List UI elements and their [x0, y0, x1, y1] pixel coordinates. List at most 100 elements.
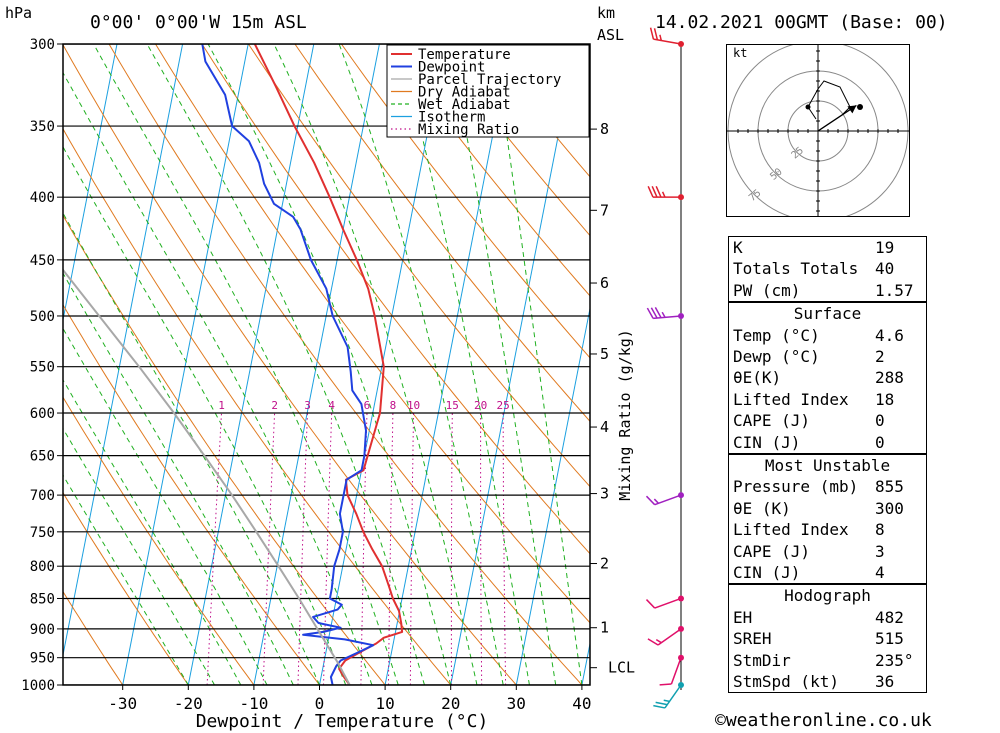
- mixing-ratio-line: [206, 412, 222, 685]
- isotherm-line: [319, 44, 446, 685]
- temperature-tick-label: 0: [315, 694, 325, 713]
- wind-barb-feather: [647, 638, 659, 646]
- hodograph-unit-label: kt: [733, 46, 748, 60]
- wind-barb-feather: [646, 307, 654, 319]
- temperature-line: [253, 44, 404, 685]
- legend-label: Isotherm: [418, 110, 485, 126]
- stats-row: SREH 515: [729, 628, 927, 649]
- stat-label: EH: [733, 607, 753, 627]
- stat-value: 2: [875, 347, 885, 366]
- isotherm-line: [63, 44, 184, 658]
- height-tick-label: 8: [600, 120, 609, 138]
- wet-adiabat-line: [397, 44, 530, 685]
- stat-label: Pressure (mb): [733, 477, 859, 497]
- mixing-ratio-line: [502, 413, 507, 685]
- asl-unit-label: ASL: [597, 26, 625, 44]
- x-axis-label: Dewpoint / Temperature (°C): [196, 711, 489, 732]
- stats-section-table: Most Unstable Pressure (mb) 855 θE (K) 300 Li…: [728, 454, 927, 585]
- wind-barbs: [645, 27, 684, 709]
- stats-row: CAPE (J) 0: [729, 410, 927, 431]
- dry-adiabat-line: [387, 44, 590, 297]
- wind-barb-feather: [650, 307, 658, 319]
- stat-value: 40: [875, 259, 895, 279]
- pressure-tick-label: 700: [30, 488, 55, 504]
- isotherm-line: [384, 44, 512, 685]
- height-tick-label: 3: [600, 485, 609, 503]
- stat-value: 235°: [875, 650, 914, 670]
- stats-row: StmDir 235°: [729, 650, 927, 671]
- temperature-tick-label: 30: [507, 694, 526, 713]
- stat-label: Dewp (°C): [733, 347, 820, 366]
- legend-label: Parcel Trajectory: [418, 72, 561, 88]
- pressure-tick-label: 500: [30, 309, 55, 325]
- temperature-tick-label: 20: [441, 694, 460, 713]
- pressure-tick-label: 750: [30, 525, 55, 541]
- stat-value: 0: [875, 411, 885, 431]
- pressure-tick-label: 1000: [21, 678, 55, 694]
- stat-value: 288: [875, 368, 904, 388]
- plot-frame: [62, 43, 591, 686]
- temperature-tick-label: 40: [572, 694, 591, 713]
- isotherm-line: [253, 44, 380, 685]
- legend-label: Temperature: [418, 47, 511, 63]
- temperature-tick-label: -10: [239, 694, 268, 713]
- wind-barb-shaft: [654, 597, 682, 609]
- mixing-ratio-line: [323, 412, 333, 685]
- dry-adiabat-line: [63, 214, 386, 685]
- stat-label: CIN (J): [733, 563, 801, 583]
- isotherm-line: [581, 641, 590, 685]
- isotherm-line: [187, 44, 315, 685]
- wind-barb-shaft: [654, 494, 682, 506]
- wind-barb-shaft: [653, 38, 682, 45]
- mixing-ratio-line: [297, 412, 308, 685]
- stat-label: Lifted Index: [733, 520, 849, 540]
- mixing-ratio-label: 3: [304, 399, 311, 412]
- stat-value: 4: [875, 563, 885, 583]
- section-title: Hodograph: [784, 586, 871, 606]
- pressure-tick-label: 800: [30, 559, 55, 575]
- mixing-ratio-label: 4: [328, 399, 335, 412]
- stats-row: StmSpd (kt) 36: [729, 671, 927, 693]
- indices-table: K 19 Totals Totals 40 PW (cm) 1.57: [728, 236, 927, 303]
- stat-value: 1.57: [875, 280, 914, 300]
- isotherm-line: [122, 44, 249, 685]
- temperature-tick-label: -20: [174, 694, 203, 713]
- stats-row: EH 482: [729, 607, 927, 628]
- wind-barb-feather: [659, 683, 672, 686]
- wind-barb-shaft: [653, 315, 682, 320]
- mixing-ratio-label: 2: [271, 399, 278, 412]
- wind-barb-feather: [645, 495, 656, 506]
- dry-adiabat-line: [340, 44, 590, 359]
- legend-label: Dry Adiabat: [418, 85, 511, 101]
- mixing-ratio-line: [480, 413, 483, 685]
- pressure-tick-label: 400: [30, 190, 55, 206]
- wind-barb-feather: [653, 28, 659, 41]
- wet-adiabat-line: [63, 272, 294, 685]
- stats-row: CIN (J) 4: [729, 562, 927, 584]
- stats-row: Temp (°C) 4.6: [729, 325, 927, 346]
- stats-row: Lifted Index 18: [729, 389, 927, 410]
- stat-label: Lifted Index: [733, 389, 849, 409]
- stat-value: 19: [875, 238, 895, 257]
- stats-row: CAPE (J) 3: [729, 541, 927, 562]
- stat-value: 482: [875, 607, 904, 627]
- stats-section-header: Most Unstable: [729, 455, 927, 477]
- stat-value: 0: [875, 432, 885, 452]
- mixing-ratio-line: [409, 412, 415, 685]
- dry-adiabat-line: [63, 590, 124, 685]
- legend-label: Wet Adiabat: [418, 97, 511, 113]
- mixing-ratio-label: 1: [218, 399, 225, 412]
- temperature-tick-label: 10: [375, 694, 394, 713]
- wet-adiabat-line: [448, 44, 557, 685]
- wind-barb-feather: [645, 599, 656, 609]
- pressure-tick-label: 350: [30, 119, 55, 135]
- stats-section-table: Surface Temp (°C) 4.6 Dewp (°C) 2 θE(K) 288 Lif…: [728, 302, 927, 455]
- mixing-ratio-label: 10: [407, 399, 420, 412]
- stat-value: 300: [875, 498, 904, 518]
- stat-label: CIN (J): [733, 432, 801, 452]
- stat-label: StmDir: [733, 650, 791, 670]
- storm-motion-arrowhead: [847, 105, 857, 114]
- stats-row: K 19: [729, 237, 927, 259]
- stat-label: K: [733, 238, 743, 257]
- stats-row: Lifted Index 8: [729, 519, 927, 540]
